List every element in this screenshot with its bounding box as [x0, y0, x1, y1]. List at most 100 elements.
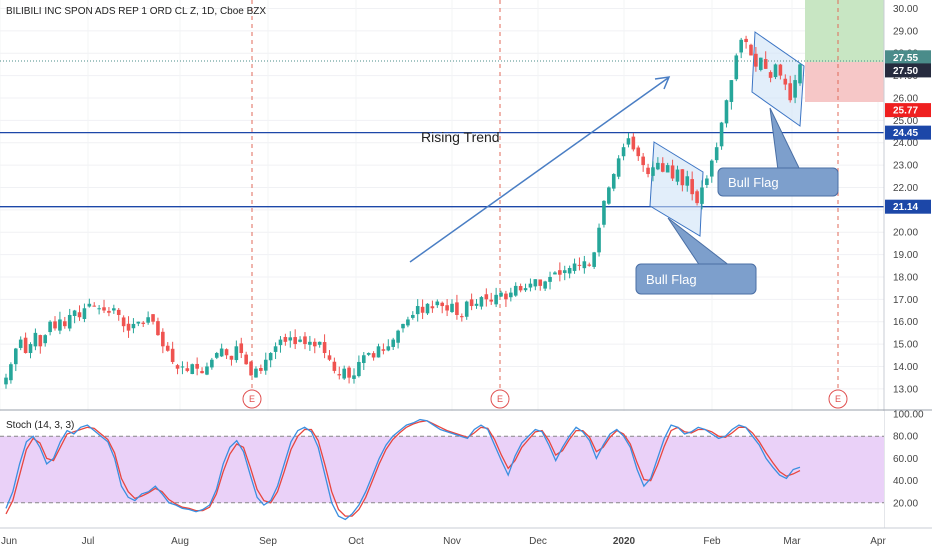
candle-body — [670, 165, 675, 179]
time-tick-label: Aug — [171, 536, 189, 547]
stoch-axis-ticks: 20.00 40.00 60.00 80.00 100.00 — [893, 410, 924, 510]
candle-body — [430, 306, 435, 309]
candle-body — [249, 361, 253, 376]
stoch-tick-label: 80.00 — [893, 432, 918, 443]
price-tag-label: 24.45 — [893, 128, 918, 139]
candle-body — [361, 355, 366, 364]
candle-body — [161, 331, 165, 347]
candle-body — [116, 309, 121, 315]
candle-body — [793, 80, 797, 98]
candle-body — [445, 305, 449, 311]
candle-body — [504, 293, 508, 300]
price-tick-label: 25.00 — [893, 116, 918, 127]
candle-body — [214, 353, 219, 358]
candle-body — [700, 187, 704, 204]
price-tag — [885, 199, 931, 214]
price-tag — [885, 125, 931, 140]
candle-body — [631, 136, 636, 150]
chart-title: BILIBILI INC SPON ADS REP 1 ORD CL Z, 1D… — [6, 6, 266, 17]
candle-body — [67, 314, 72, 329]
candle-body — [660, 163, 665, 172]
price-tag — [885, 50, 931, 65]
candle-body — [14, 348, 18, 365]
stoch-tick-label: 100.00 — [893, 410, 924, 421]
candle-body — [396, 330, 400, 343]
candle-body — [455, 302, 459, 315]
candle-body — [234, 346, 239, 361]
candle-body — [170, 348, 175, 362]
target-zone — [805, 0, 884, 62]
candle-body — [474, 303, 479, 306]
candlestick-series — [4, 35, 802, 389]
candle-body — [489, 299, 494, 302]
candle-body — [744, 38, 748, 43]
candle-body — [131, 323, 136, 329]
price-tick-label: 24.00 — [893, 138, 918, 149]
svg-text:E: E — [249, 394, 255, 404]
candle-body — [322, 342, 327, 354]
candle-body — [739, 39, 743, 53]
bull-flag-label-2: Bull Flag — [728, 175, 779, 190]
candle-body — [332, 361, 337, 371]
candle-body — [626, 138, 631, 145]
candle-body — [553, 272, 557, 275]
candle-body — [597, 227, 601, 253]
candle-body — [724, 100, 729, 124]
candle-body — [562, 270, 567, 274]
candle-body — [734, 55, 739, 80]
candle-body — [709, 160, 714, 177]
candle-body — [112, 308, 116, 311]
candle-body — [239, 343, 244, 354]
candle-body — [729, 80, 734, 102]
candle-body — [317, 341, 322, 345]
candle-body — [425, 303, 430, 314]
candle-body — [567, 268, 572, 274]
candle-body — [298, 339, 302, 342]
candle-body — [611, 174, 616, 189]
candle-body — [479, 297, 484, 307]
bull-flag-callout-1[interactable]: Bull Flag — [635, 217, 757, 295]
price-tag-label: 21.14 — [893, 202, 918, 213]
candle-body — [587, 264, 592, 266]
candle-body — [224, 349, 229, 356]
candle-body — [656, 162, 660, 170]
candle-body — [210, 359, 214, 368]
price-tick-label: 20.00 — [893, 228, 918, 239]
earnings-badge-2[interactable]: E — [490, 389, 510, 409]
candle-body — [528, 283, 533, 288]
candle-body — [87, 303, 92, 307]
candle-body — [719, 122, 724, 147]
time-tick-label: Oct — [348, 536, 364, 547]
candle-body — [283, 337, 288, 342]
earnings-badge-1[interactable]: E — [242, 389, 262, 409]
support-resistance-lines[interactable] — [0, 131, 884, 208]
candle-body — [102, 307, 106, 311]
flag-channel-2[interactable] — [751, 31, 805, 127]
candle-body — [788, 83, 792, 101]
trend-label: Rising Trend — [421, 129, 500, 145]
candle-body — [180, 366, 185, 368]
candle-body — [646, 167, 650, 175]
rising-trend-arrow[interactable] — [409, 76, 671, 263]
candle-body — [499, 292, 503, 297]
time-axis[interactable] — [0, 528, 932, 550]
candle-body — [616, 158, 621, 177]
price-tick-label: 23.00 — [893, 161, 918, 172]
candle-body — [484, 294, 489, 300]
candle-body — [4, 377, 8, 385]
candle-body — [200, 371, 204, 374]
candle-body — [572, 263, 577, 271]
candle-body — [38, 335, 43, 347]
price-tick-label: 30.00 — [893, 4, 918, 15]
candle-body — [263, 359, 268, 371]
candle-body — [347, 367, 351, 378]
candle-body — [244, 354, 248, 365]
candle-body — [205, 366, 209, 375]
candle-body — [58, 319, 62, 331]
candle-body — [190, 364, 195, 375]
bull-flag-callout-2[interactable]: Bull Flag — [717, 107, 839, 197]
candle-body — [352, 375, 356, 379]
candle-body — [254, 368, 258, 378]
earnings-badge-3[interactable]: E — [828, 389, 848, 409]
